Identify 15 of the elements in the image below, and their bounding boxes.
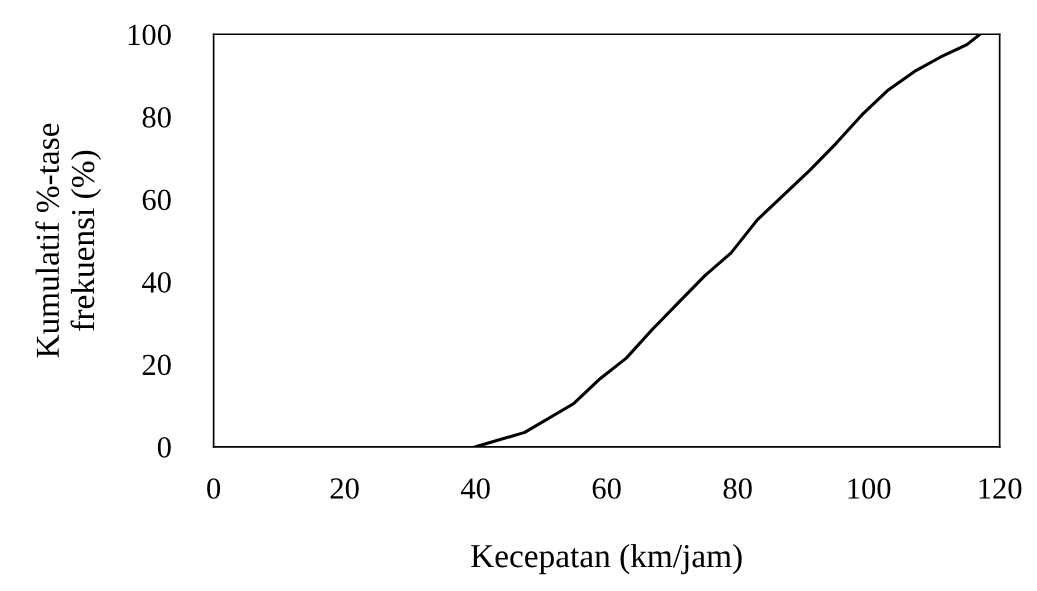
y-tick-label: 60 — [142, 189, 171, 211]
x-tick-label: 100 — [848, 478, 891, 499]
y-axis-title: Kumulatif %-tase frekuensi (%) — [35, 123, 102, 358]
x-tick-label: 40 — [460, 478, 490, 499]
y-tick-label: 100 — [128, 24, 171, 46]
x-tick-label: 120 — [979, 478, 1022, 499]
y-tick-label: 20 — [142, 354, 171, 376]
x-tick-label: 80 — [723, 478, 752, 499]
x-axis-title: Kecepatan (km/jam) — [471, 543, 742, 575]
y-tick-label: 40 — [142, 272, 171, 293]
y-tick-label: 80 — [142, 107, 171, 128]
x-tick-label: 20 — [330, 478, 359, 499]
x-tick-label: 0 — [207, 478, 221, 499]
x-tick-label: 60 — [592, 478, 621, 499]
y-tick-label: 0 — [157, 437, 171, 458]
